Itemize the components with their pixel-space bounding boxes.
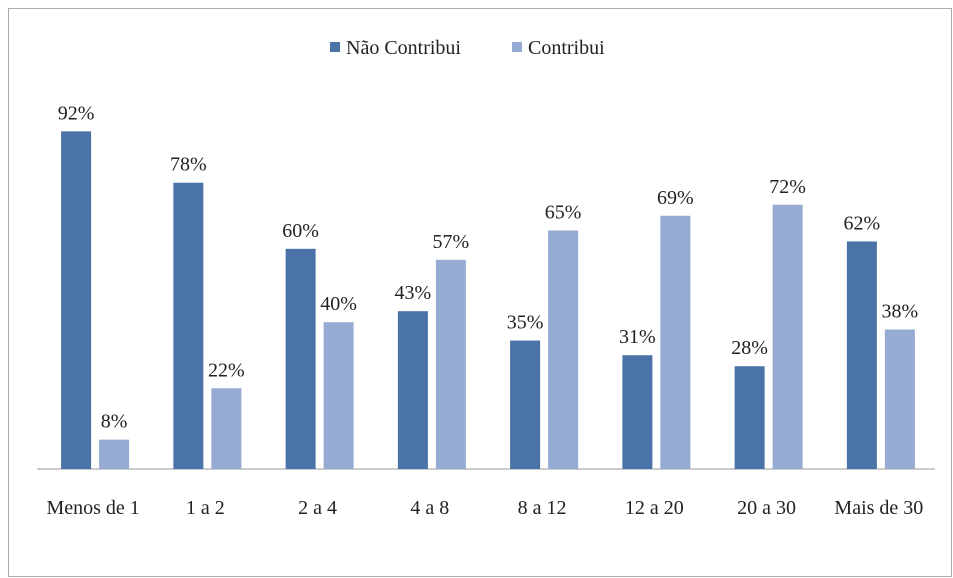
data-label: 8% (101, 411, 128, 433)
data-label: 92% (58, 102, 95, 124)
x-tick-label: 20 a 30 (737, 497, 797, 519)
x-tick-label: 4 a 8 (410, 497, 450, 519)
data-label: 65% (545, 201, 582, 223)
bar (622, 355, 653, 469)
bar (660, 215, 691, 469)
bar (435, 259, 466, 469)
x-tick-label: 8 a 12 (517, 497, 567, 519)
x-tick-label: Menos de 1 (46, 497, 140, 519)
data-label: 31% (619, 326, 656, 348)
bar (510, 340, 541, 469)
legend-swatch (330, 42, 340, 52)
x-tick-label: 1 a 2 (185, 497, 225, 519)
bar (61, 131, 92, 470)
x-tick-label: Mais de 30 (834, 497, 924, 519)
chart-border (8, 8, 952, 577)
data-label: 60% (282, 220, 319, 242)
legend-swatch (512, 42, 522, 52)
bar (323, 322, 354, 469)
data-label: 35% (507, 312, 544, 334)
x-tick-label: 2 a 4 (298, 497, 338, 519)
data-label: 78% (170, 154, 207, 176)
data-label: 69% (657, 187, 694, 209)
bar (772, 204, 803, 469)
x-tick-label: 12 a 20 (624, 497, 684, 519)
bar (846, 241, 877, 469)
bar (548, 230, 579, 469)
bar (884, 329, 915, 469)
data-label: 62% (844, 212, 881, 234)
data-label: 38% (882, 301, 919, 323)
data-label: 72% (769, 176, 806, 198)
data-label: 43% (395, 282, 432, 304)
data-label: 57% (433, 231, 470, 253)
bar (734, 366, 765, 469)
bar (99, 439, 130, 469)
bar (397, 311, 428, 469)
data-label: 22% (208, 359, 245, 381)
data-label: 28% (731, 337, 768, 359)
legend-label: Não Contribui (346, 37, 461, 59)
bar (173, 182, 204, 470)
data-label: 40% (320, 293, 357, 315)
bar (211, 388, 242, 469)
bar (285, 248, 316, 469)
legend-label: Contribui (528, 37, 605, 59)
